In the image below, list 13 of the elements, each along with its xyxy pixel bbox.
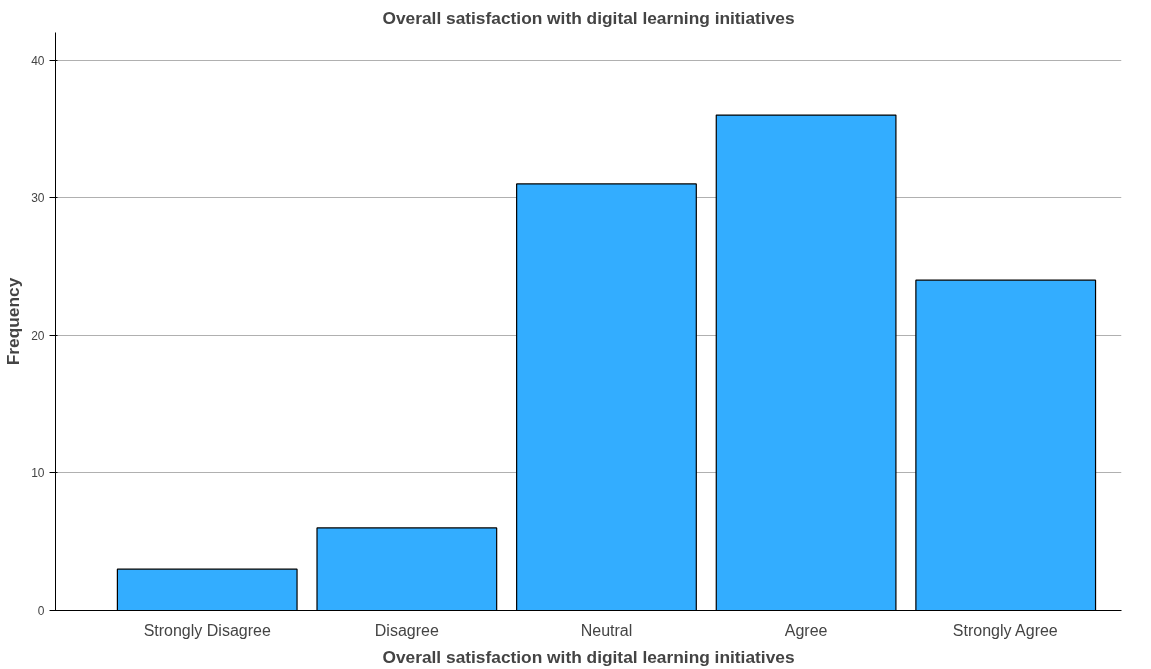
- x-tick-label: Strongly Agree: [952, 621, 1058, 639]
- y-tick-label: 0: [37, 604, 45, 618]
- x-tick-label: Neutral: [580, 621, 633, 639]
- y-tick-label: 10: [31, 466, 45, 481]
- y-axis-title: Frequency: [3, 277, 24, 366]
- x-tick-label: Disagree: [374, 621, 439, 639]
- y-tick-label: 30: [31, 191, 45, 206]
- chart-title: Overall satisfaction with digital learning initiatives: [382, 7, 795, 28]
- y-tick-label: 40: [31, 53, 45, 68]
- x-tick-label: Agree: [784, 621, 828, 639]
- y-tick-label: 20: [31, 328, 45, 343]
- x-axis-title: Overall satisfaction with digital learning initiatives: [382, 646, 795, 667]
- x-tick-label: Strongly Disagree: [143, 621, 271, 639]
